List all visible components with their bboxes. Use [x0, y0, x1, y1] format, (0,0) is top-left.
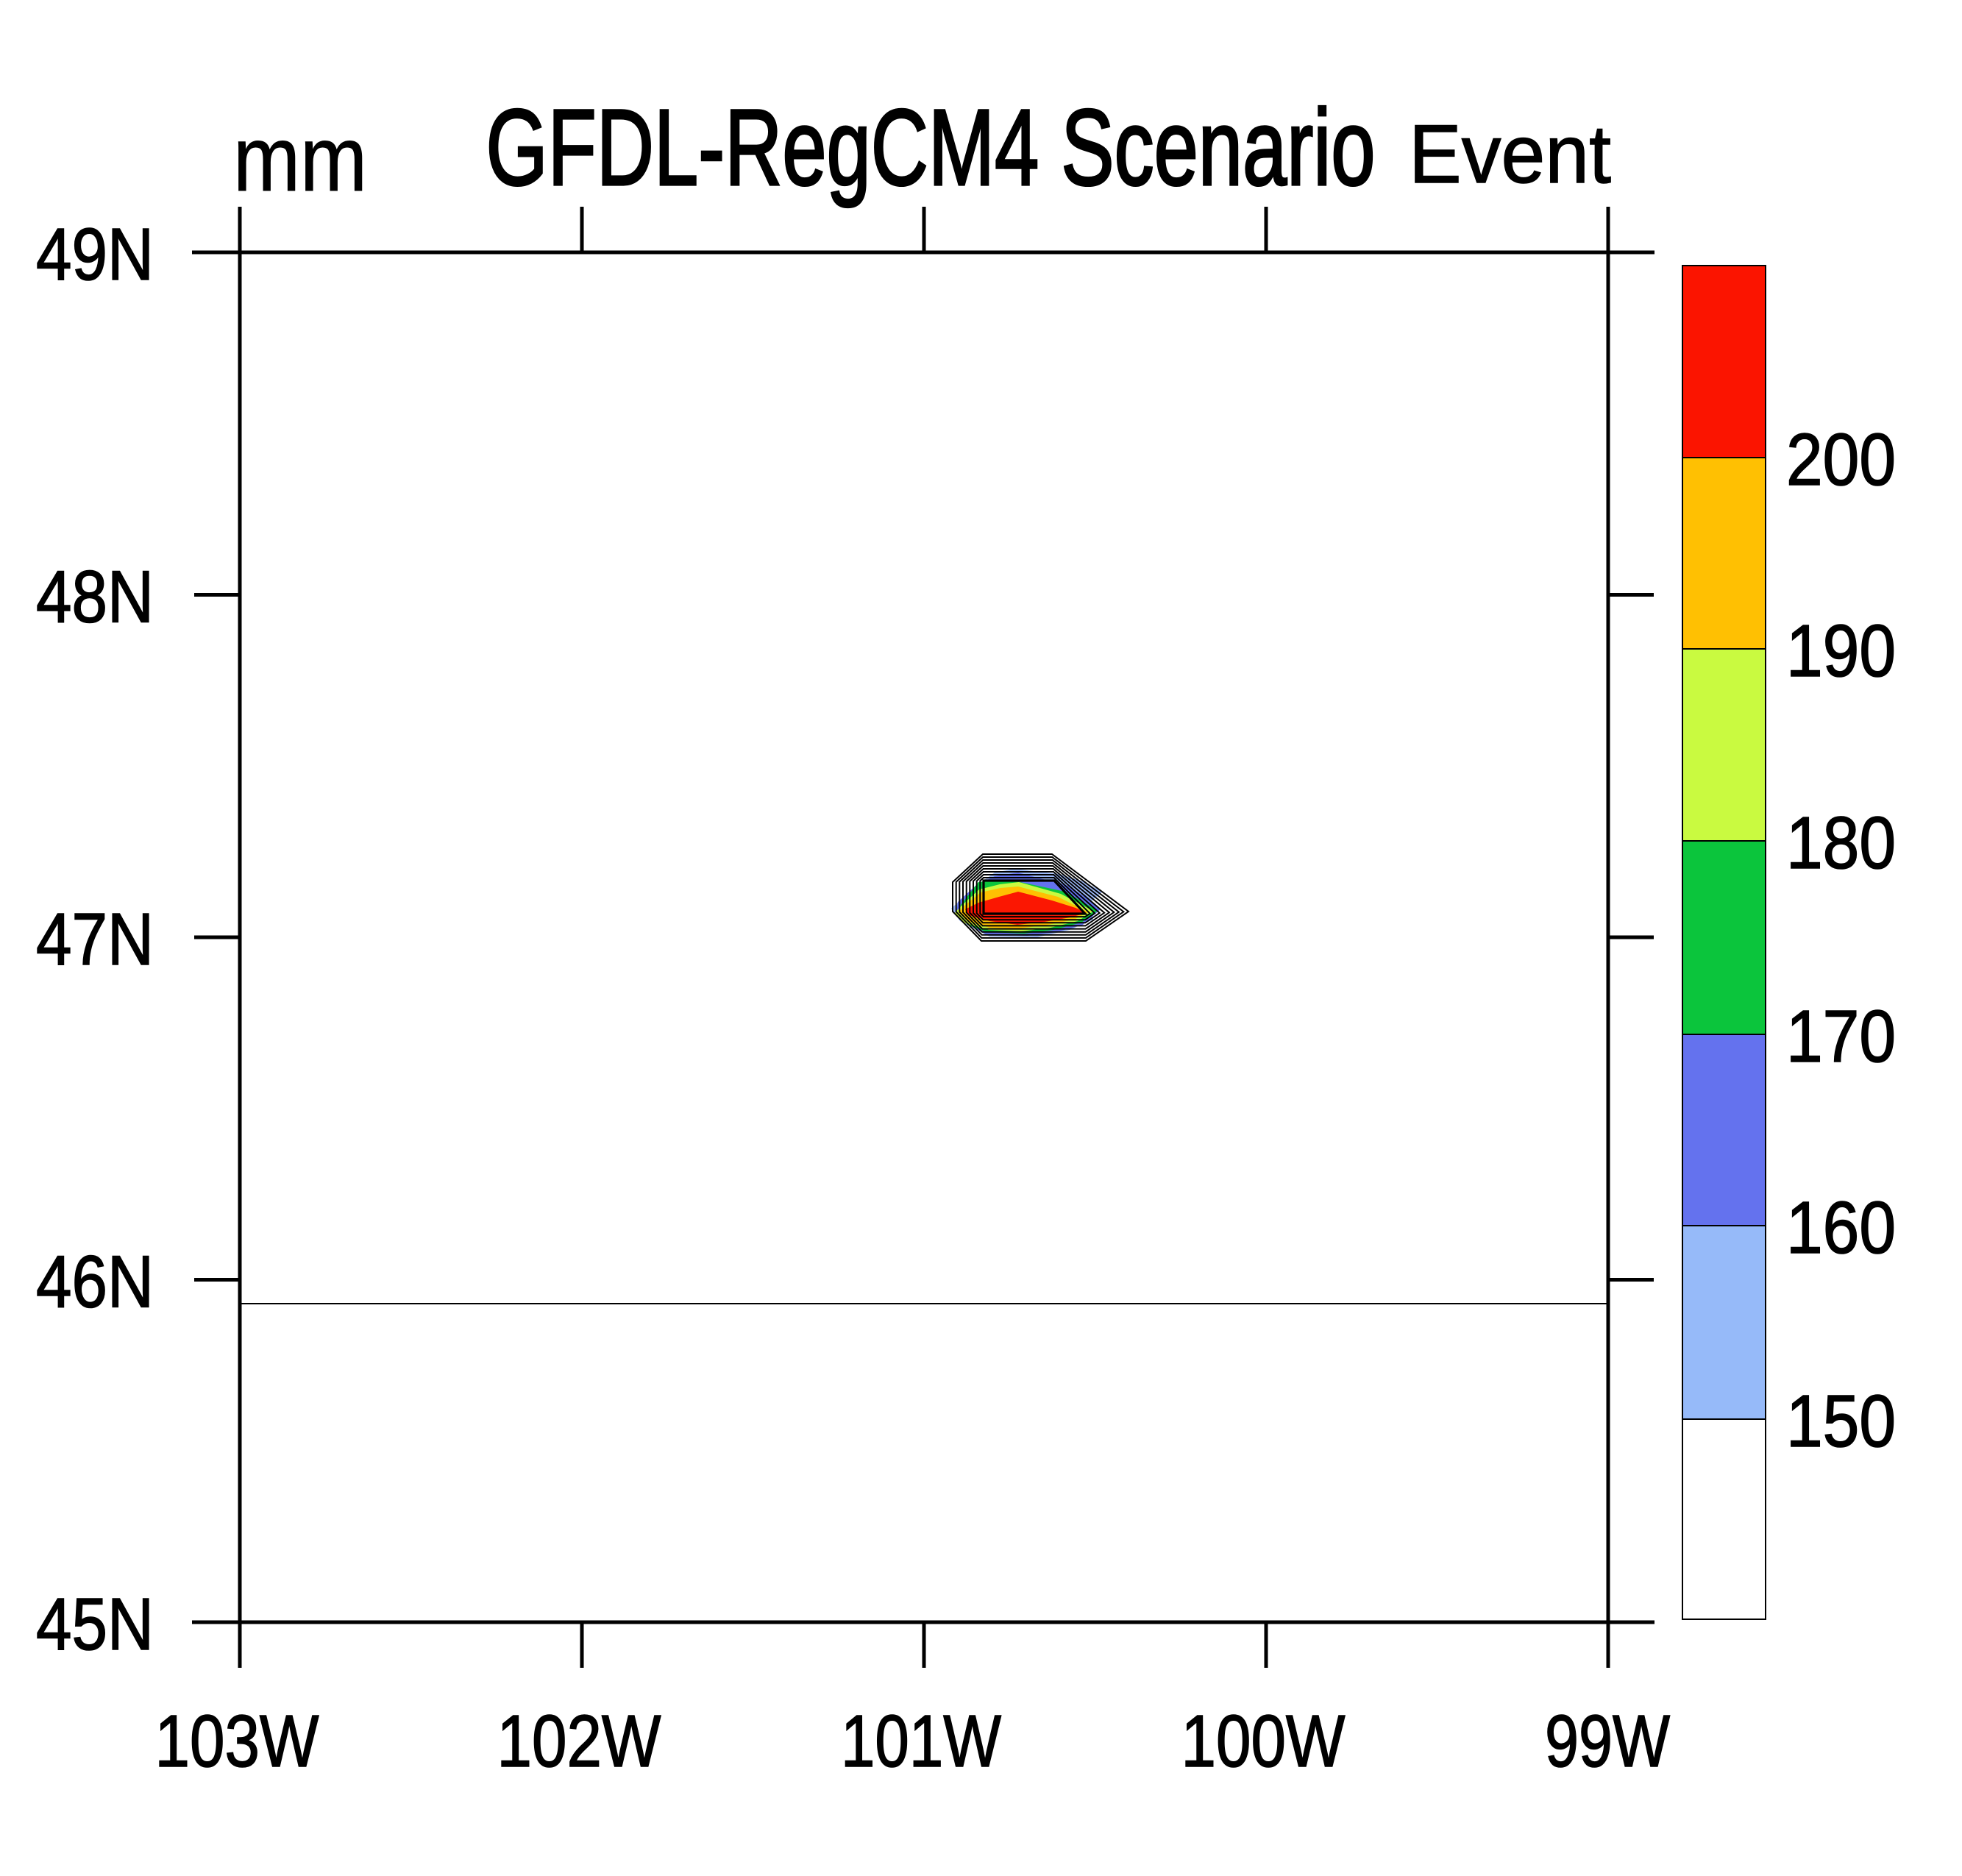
svg-text:102W: 102W [497, 1700, 662, 1783]
svg-text:103W: 103W [155, 1700, 320, 1783]
svg-text:100W: 100W [1181, 1700, 1346, 1783]
svg-text:GFDL-RegCM4 Scenario: GFDL-RegCM4 Scenario [486, 88, 1376, 208]
svg-text:47N: 47N [36, 898, 154, 981]
svg-text:200: 200 [1786, 419, 1896, 501]
svg-text:170: 170 [1786, 995, 1896, 1078]
svg-text:99W: 99W [1545, 1700, 1671, 1783]
svg-text:Event: Event [1409, 108, 1611, 200]
svg-text:190: 190 [1786, 610, 1896, 692]
svg-text:48N: 48N [36, 556, 154, 639]
svg-text:49N: 49N [36, 213, 154, 296]
svg-text:101W: 101W [841, 1700, 1002, 1783]
svg-text:150: 150 [1786, 1380, 1896, 1463]
svg-text:180: 180 [1786, 802, 1896, 884]
svg-text:45N: 45N [36, 1583, 154, 1666]
svg-text:46N: 46N [36, 1241, 154, 1323]
svg-text:mm: mm [233, 108, 367, 210]
svg-text:160: 160 [1786, 1187, 1896, 1269]
